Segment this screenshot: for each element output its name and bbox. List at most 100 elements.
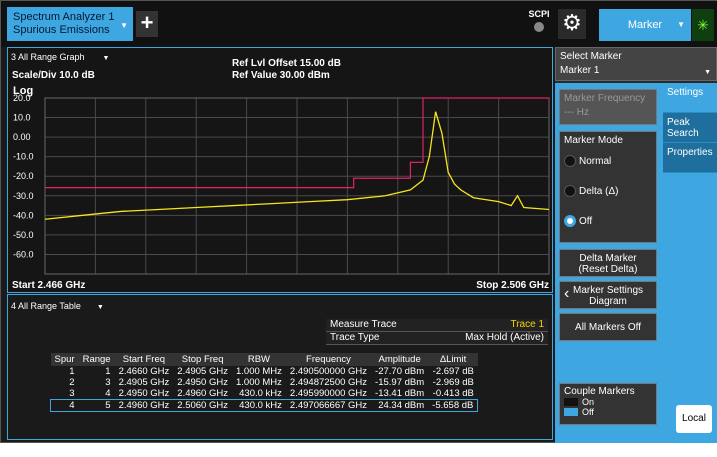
column-header: Stop Freq: [173, 353, 232, 366]
all-markers-off-button[interactable]: All Markers Off: [559, 313, 657, 341]
couple-markers-toggle[interactable]: Couple Markers On Off: [559, 383, 657, 425]
marker-settings-line1: Marker Settings: [572, 285, 644, 296]
gear-icon[interactable]: ⚙: [558, 9, 586, 39]
table-cell: 1: [50, 366, 79, 377]
radio-off-icon: [564, 155, 576, 167]
toggle-on-icon: [564, 408, 578, 416]
trace-type-value: Max Hold (Active): [465, 332, 544, 343]
trace-line: [44, 111, 550, 220]
tab-properties[interactable]: Properties: [663, 143, 717, 173]
table-window-title: 4 All Range Table: [11, 301, 81, 311]
column-header: Start Freq: [114, 353, 174, 366]
measure-trace-row: Measure Trace Trace 1: [326, 319, 548, 332]
spur-table-header: Spur Range Start Freq Stop Freq RBW Freq…: [50, 353, 478, 366]
table-cell: -2.969 dB: [428, 377, 478, 388]
graph-window-title: 3 All Range Graph: [11, 52, 85, 62]
y-tick-label: 0.00: [13, 132, 31, 142]
delta-marker-line1: Delta Marker: [579, 253, 637, 264]
chevron-down-icon: ▼: [96, 304, 104, 311]
column-header: Frequency: [285, 353, 372, 366]
column-header: Range: [78, 353, 115, 366]
select-marker-dropdown[interactable]: Select Marker Marker 1 ▼: [555, 47, 717, 81]
chevron-down-icon: ▼: [704, 69, 711, 76]
start-frequency: Start 2.466 GHz: [12, 280, 86, 291]
select-marker-value: Marker 1: [560, 65, 600, 76]
couple-on-label: On: [582, 397, 595, 407]
measure-info: Measure Trace Trace 1 Trace Type Max Hol…: [326, 319, 548, 345]
mode-off-radio[interactable]: Off: [564, 206, 652, 236]
marker-mode-group: Marker Mode Normal Delta (Δ) Off: [559, 131, 657, 243]
mode-normal-label: Normal: [579, 155, 612, 167]
tab-peak-search[interactable]: Peak Search: [663, 113, 717, 143]
mode-delta-radio[interactable]: Delta (Δ): [564, 176, 652, 206]
trace-type-label: Trace Type: [330, 332, 380, 343]
mode-tab-line1: Spectrum Analyzer 1: [13, 11, 115, 23]
marker-frequency-label: Marker Frequency: [564, 93, 646, 104]
table-cell: 3: [78, 377, 115, 388]
table-cell: 2.4660 GHz: [114, 366, 174, 377]
radio-off-icon: [564, 185, 576, 197]
table-window[interactable]: 4 All Range Table ▼ Measure Trace Trace 1…: [7, 294, 553, 440]
y-tick-label: -30.0: [13, 191, 34, 201]
tab-settings[interactable]: Settings: [663, 83, 717, 113]
measure-trace-value: Trace 1: [510, 319, 544, 330]
table-cell: 2.494872500 GHz: [285, 377, 372, 388]
table-window-selector[interactable]: 4 All Range Table ▼: [11, 301, 104, 311]
marker-settings-line2: Diagram: [589, 296, 627, 307]
marker-mode-label: Marker Mode: [564, 135, 623, 146]
measure-trace-label: Measure Trace: [330, 319, 397, 330]
table-cell: 2.497066667 GHz: [285, 399, 372, 412]
chevron-down-icon: ▼: [120, 21, 128, 30]
mode-tab[interactable]: Spectrum Analyzer 1 Spurious Emissions ▼: [7, 7, 133, 41]
mode-normal-radio[interactable]: Normal: [564, 146, 652, 176]
radio-on-icon: [564, 215, 576, 227]
table-row[interactable]: 3 4 2.4950 GHz 2.4960 GHz 430.0 kHz 2.49…: [50, 388, 478, 400]
table-cell: 430.0 kHz: [231, 399, 286, 412]
table-row[interactable]: 1 1 2.4660 GHz 2.4905 GHz 1.000 MHz 2.49…: [50, 366, 478, 377]
table-row-selected[interactable]: 4 5 2.4960 GHz 2.5060 GHz 430.0 kHz 2.49…: [49, 399, 479, 412]
busy-spinner-icon: ✳: [692, 9, 714, 41]
mode-tab-line2: Spurious Emissions: [13, 24, 110, 36]
mode-delta-label: Delta (Δ): [579, 185, 619, 197]
table-cell: 2.4905 GHz: [114, 377, 174, 388]
limit-line: [45, 97, 549, 189]
table-cell: 4: [78, 388, 115, 400]
column-header: Spur: [50, 353, 79, 366]
plot-border: [44, 97, 550, 275]
chevron-down-icon: ▼: [102, 55, 110, 62]
app-frame: Spectrum Analyzer 1 Spurious Emissions ▼…: [0, 0, 717, 443]
table-cell: -15.97 dBm: [371, 377, 429, 388]
column-header: RBW: [231, 353, 286, 366]
couple-on-option[interactable]: On: [564, 397, 652, 407]
menu-tab[interactable]: Marker ▼: [599, 9, 691, 41]
graph-window[interactable]: 3 All Range Graph ▼ Scale/Div 10.0 dB Ref…: [7, 47, 553, 293]
graph-window-selector[interactable]: 3 All Range Graph ▼: [11, 52, 109, 62]
table-cell: 3: [50, 388, 79, 400]
spur-table: Spur Range Start Freq Stop Freq RBW Freq…: [49, 353, 479, 412]
y-tick-label: -40.0: [13, 210, 34, 220]
mode-off-label: Off: [579, 215, 593, 227]
y-tick-label: 20.0: [13, 93, 31, 103]
table-row[interactable]: 2 3 2.4905 GHz 2.4950 GHz 1.000 MHz 2.49…: [50, 377, 478, 388]
table-cell: 430.0 kHz: [231, 388, 286, 400]
marker-settings-diagram-button[interactable]: ‹ Marker Settings Diagram: [559, 281, 657, 309]
table-cell: 1.000 MHz: [231, 377, 286, 388]
y-tick-label: -20.0: [13, 171, 34, 181]
table-cell: 24.34 dBm: [371, 399, 429, 412]
ref-level-offset: Ref Lvl Offset 15.00 dB: [232, 58, 341, 69]
y-tick-label: 10.0: [13, 113, 31, 123]
couple-off-option[interactable]: Off: [564, 407, 652, 417]
couple-markers-label: Couple Markers: [564, 386, 635, 397]
marker-frequency-field[interactable]: Marker Frequency --- Hz: [559, 89, 657, 125]
table-cell: 1.000 MHz: [231, 366, 286, 377]
y-tick-label: -50.0: [13, 230, 34, 240]
column-header: Amplitude: [371, 353, 429, 366]
table-cell: -27.70 dBm: [371, 366, 429, 377]
add-screen-button[interactable]: +: [136, 11, 158, 37]
local-button[interactable]: Local: [676, 405, 712, 433]
table-cell: 2.4905 GHz: [173, 366, 232, 377]
delta-marker-button[interactable]: Delta Marker (Reset Delta): [559, 249, 657, 277]
table-cell: -2.697 dB: [428, 366, 478, 377]
table-cell: 2.4950 GHz: [173, 377, 232, 388]
